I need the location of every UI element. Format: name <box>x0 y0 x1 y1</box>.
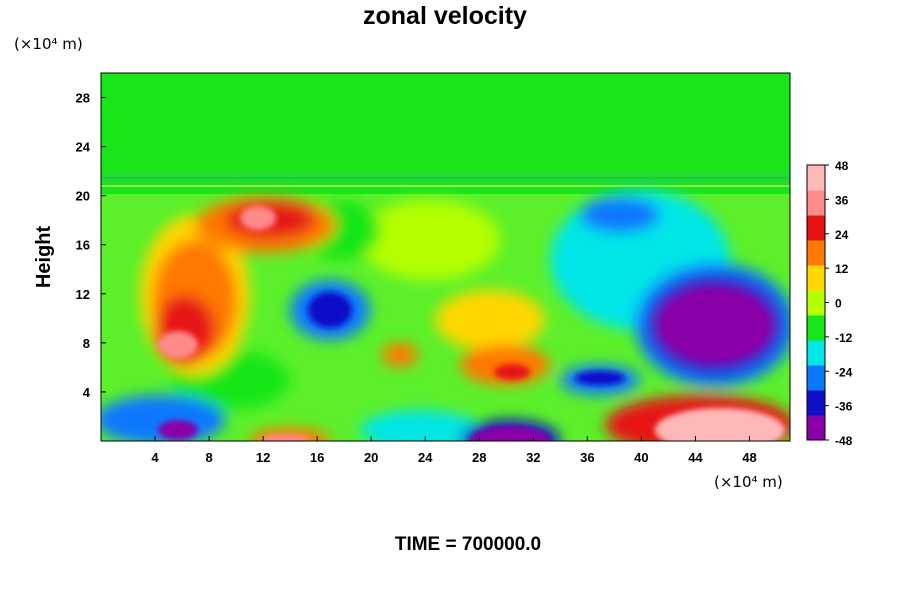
colorbar: 48 36 24 12 0 -12 -24 -36 -48 <box>806 159 853 448</box>
x-tick-label: 16 <box>310 450 324 465</box>
colorbar-tick-label: 0 <box>835 297 842 311</box>
x-tick-label: 40 <box>634 450 648 465</box>
y-tick-label: 16 <box>76 238 90 253</box>
x-tick-label: 28 <box>472 450 486 465</box>
colorbar-swatch <box>807 365 825 391</box>
y-tick-label: 20 <box>76 189 90 204</box>
x-tick-label: 36 <box>580 450 594 465</box>
y-tick-label: 4 <box>83 385 91 400</box>
x-tick-label: 44 <box>688 450 703 465</box>
x-tick-label: 4 <box>151 450 159 465</box>
colorbar-tick-label: 48 <box>835 159 849 173</box>
x-tick-label: 20 <box>364 450 378 465</box>
chart-title: zonal velocity <box>363 2 527 30</box>
field-blob <box>360 410 480 441</box>
colorbar-ticks: 48 36 24 12 0 -12 -24 -36 -48 <box>825 159 853 448</box>
x-ticks: 4 8 12 16 20 24 28 32 36 40 44 48 <box>151 436 757 465</box>
colorbar-tick-label: 24 <box>835 228 849 242</box>
plot-frame <box>100 72 791 442</box>
field-core <box>308 292 352 328</box>
colorbar-swatch <box>807 215 825 241</box>
field-core <box>575 371 625 385</box>
colorbar-swatches <box>807 165 825 441</box>
y-tick-label: 8 <box>83 336 90 351</box>
y-tick-label: 24 <box>76 140 91 155</box>
field-core <box>470 426 550 441</box>
x-tick-label: 32 <box>526 450 540 465</box>
colorbar-tick-label: 36 <box>835 193 849 207</box>
field-core <box>655 408 785 441</box>
colorbar-swatch <box>807 190 825 216</box>
time-label: TIME = 700000.0 <box>395 534 541 555</box>
colorbar-swatch <box>807 390 825 416</box>
colorbar-swatch <box>807 415 825 441</box>
colorbar-swatch <box>807 340 825 366</box>
field-blob <box>382 343 418 367</box>
colorbar-swatch <box>807 315 825 341</box>
x-tick-label: 48 <box>742 450 756 465</box>
field-core <box>158 420 198 440</box>
x-tick-label: 8 <box>205 450 212 465</box>
field-core <box>494 364 530 380</box>
x-tick-label: 24 <box>418 450 433 465</box>
y-tick-label: 28 <box>76 91 90 106</box>
y-axis-label: Height <box>33 226 55 289</box>
tropopause-band <box>101 172 790 190</box>
y-tick-label: 12 <box>76 287 90 302</box>
x-tick-label: 12 <box>256 450 270 465</box>
heatmap-field <box>101 73 790 441</box>
field-core <box>240 206 276 230</box>
colorbar-tick-label: -36 <box>835 400 853 414</box>
field-blob <box>435 290 545 350</box>
colorbar-tick-label: -48 <box>835 434 853 448</box>
field-core <box>158 331 198 359</box>
x-axis-unit: (×10⁴ m) <box>714 473 783 491</box>
colorbar-tick-label: -24 <box>835 365 853 379</box>
colorbar-swatch <box>807 290 825 316</box>
field-core <box>260 434 310 441</box>
field-blob <box>101 395 225 441</box>
colorbar-swatch <box>807 265 825 291</box>
colorbar-swatch <box>807 165 825 191</box>
colorbar-tick-label: 12 <box>835 262 849 276</box>
colorbar-tick-label: -12 <box>835 331 853 345</box>
field-blob <box>580 197 660 233</box>
field-blob <box>360 200 500 280</box>
y-ticks: 4 8 12 16 20 24 28 <box>76 91 106 400</box>
field-core <box>663 292 767 358</box>
y-axis-unit: (×10⁴ m) <box>14 35 83 53</box>
colorbar-swatch <box>807 240 825 266</box>
